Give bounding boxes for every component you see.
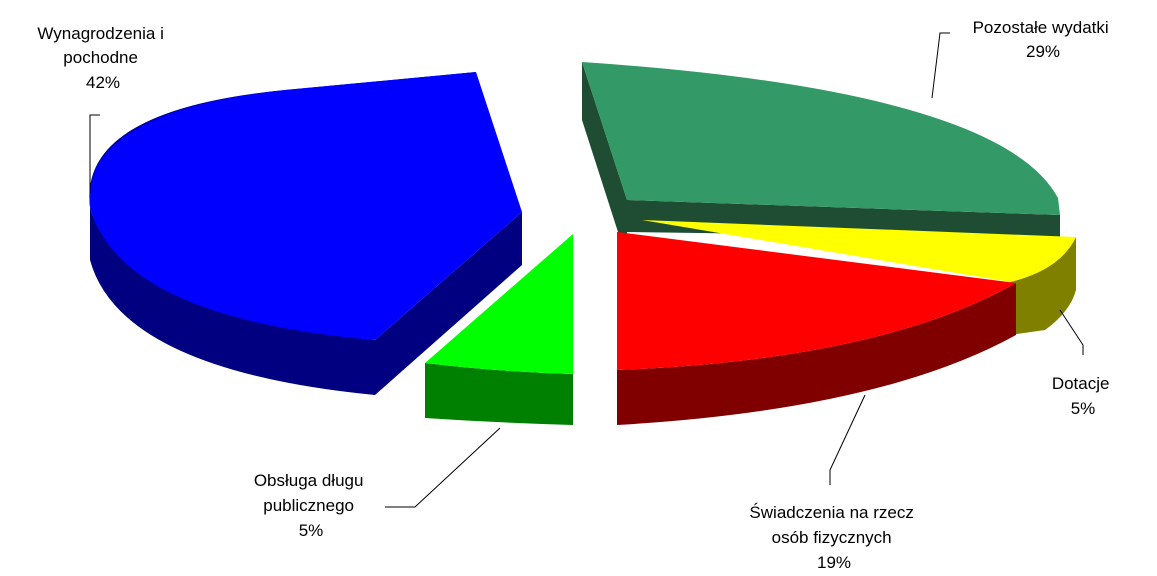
label-pozostale-value: 29% <box>1026 42 1060 61</box>
label-wynagrodzenia-line2: pochodne <box>63 48 138 67</box>
slice-dotacje-top <box>642 220 1076 282</box>
leader-swiadczenia <box>829 394 866 485</box>
slice-wynagrodzenia <box>89 72 522 395</box>
slice-wynagrodzenia-side-cut <box>375 212 522 395</box>
label-wynagrodzenia-line1: Wynagrodzenia i <box>37 24 163 43</box>
slice-obsluga-top <box>425 234 573 374</box>
label-pozostale: Pozostałe wydatki 29% <box>973 18 1114 61</box>
slice-dotacje <box>642 220 1076 335</box>
slice-obsluga <box>425 234 573 425</box>
label-wynagrodzenia: Wynagrodzenia i pochodne 42% <box>37 24 168 92</box>
slice-swiadczenia-side <box>617 283 1016 425</box>
label-obsluga-line1: Obsługa długu <box>254 471 364 490</box>
slice-pozostale-side-left <box>582 62 627 260</box>
label-obsluga-line2: publicznego <box>263 496 354 515</box>
label-swiadczenia-value: 19% <box>817 553 851 572</box>
slice-wynagrodzenia-top <box>89 72 522 340</box>
leader-wynagrodzenia <box>89 114 100 193</box>
slice-obsluga-side-front <box>425 363 573 425</box>
label-swiadczenia: Świadczenia na rzecz osób fizycznych 19% <box>749 503 918 572</box>
slice-swiadczenia-top <box>617 232 1016 370</box>
leader-pozostale <box>931 32 950 99</box>
label-swiadczenia-line1: Świadczenia na rzecz <box>749 503 913 522</box>
label-dotacje: Dotacje 5% <box>1052 374 1114 418</box>
label-obsluga-value: 5% <box>299 521 324 540</box>
label-dotacje-value: 5% <box>1071 399 1096 418</box>
slice-pozostale-top <box>582 62 1060 215</box>
slice-dotacje-side <box>1010 237 1076 335</box>
label-obsluga: Obsługa długu publicznego 5% <box>254 471 368 540</box>
label-swiadczenia-line2: osób fizycznych <box>772 528 892 547</box>
label-dotacje-line1: Dotacje <box>1052 374 1110 393</box>
label-wynagrodzenia-value: 42% <box>86 73 120 92</box>
leader-dotacje <box>1059 309 1084 355</box>
label-pozostale-line1: Pozostałe wydatki <box>973 18 1109 37</box>
leader-obsluga <box>385 427 501 508</box>
slice-swiadczenia <box>617 232 1016 425</box>
